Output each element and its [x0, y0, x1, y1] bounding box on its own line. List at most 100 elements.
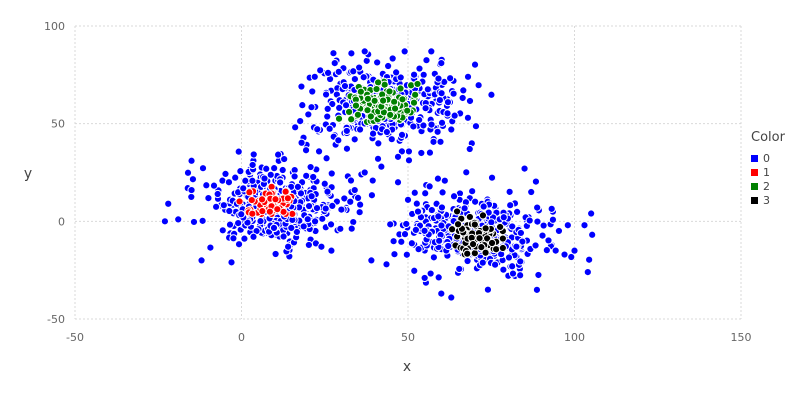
- point-color-1: [245, 188, 254, 197]
- point-color-1: [265, 207, 274, 216]
- point-color-3: [498, 234, 507, 243]
- x-tick-label: 100: [564, 331, 585, 344]
- point-color-0: [298, 101, 307, 110]
- point-color-0: [271, 249, 280, 259]
- point-color-0: [404, 156, 414, 165]
- point-color-0: [423, 85, 432, 94]
- point-color-0: [403, 195, 413, 204]
- legend-title: Color: [751, 130, 786, 145]
- point-color-0: [474, 81, 483, 90]
- point-color-0: [570, 246, 579, 255]
- point-color-0: [414, 245, 423, 254]
- point-color-0: [368, 129, 378, 138]
- point-color-0: [337, 205, 346, 214]
- point-color-3: [470, 220, 479, 229]
- point-color-2: [356, 87, 365, 96]
- point-color-0: [551, 246, 560, 255]
- legend-label-3: 3: [763, 194, 770, 207]
- point-color-0: [323, 68, 333, 77]
- point-color-0: [360, 168, 369, 177]
- point-color-0: [437, 118, 447, 127]
- point-color-0: [397, 147, 406, 156]
- point-color-0: [512, 207, 522, 217]
- point-color-0: [390, 250, 399, 259]
- point-color-0: [479, 202, 488, 211]
- point-color-0: [449, 192, 459, 201]
- point-color-0: [508, 262, 517, 271]
- point-color-0: [227, 258, 236, 267]
- point-color-0: [410, 266, 419, 275]
- point-color-0: [420, 273, 429, 283]
- point-color-0: [359, 73, 368, 82]
- point-color-2: [347, 115, 356, 124]
- point-color-0: [297, 138, 306, 147]
- point-color-0: [328, 201, 337, 210]
- point-color-0: [188, 175, 198, 184]
- point-color-0: [347, 49, 356, 58]
- point-color-0: [206, 243, 215, 252]
- point-color-0: [307, 192, 316, 201]
- point-color-0: [336, 224, 345, 233]
- point-color-0: [409, 70, 419, 79]
- point-color-0: [373, 154, 383, 163]
- point-color-2: [385, 87, 394, 96]
- point-color-0: [198, 164, 208, 173]
- point-color-0: [525, 216, 534, 225]
- point-color-0: [164, 199, 173, 208]
- point-color-2: [386, 110, 395, 119]
- point-color-0: [387, 135, 396, 144]
- point-color-0: [342, 126, 351, 136]
- point-color-0: [429, 253, 438, 262]
- grid: [74, 25, 742, 320]
- point-color-0: [460, 204, 469, 213]
- point-color-0: [542, 246, 551, 255]
- point-color-0: [397, 237, 406, 246]
- legend-label-0: 0: [763, 152, 770, 165]
- point-color-0: [342, 144, 352, 153]
- point-color-0: [400, 230, 410, 239]
- point-color-0: [470, 60, 480, 69]
- point-color-0: [310, 72, 319, 81]
- legend-swatch-2: [751, 183, 758, 190]
- point-color-0: [421, 189, 430, 198]
- point-color-0: [160, 217, 170, 226]
- point-color-0: [187, 156, 196, 165]
- point-color-0: [335, 103, 344, 112]
- point-color-0: [326, 220, 336, 229]
- point-color-0: [400, 47, 409, 56]
- point-color-0: [587, 209, 596, 218]
- point-color-0: [304, 201, 314, 211]
- point-color-0: [449, 89, 458, 98]
- point-color-0: [329, 49, 338, 58]
- point-color-0: [249, 232, 258, 241]
- point-color-0: [296, 189, 306, 198]
- point-color-2: [370, 96, 379, 105]
- point-color-0: [322, 154, 331, 163]
- point-color-0: [183, 168, 193, 177]
- x-tick-label: -50: [66, 331, 84, 344]
- point-color-3: [481, 248, 490, 257]
- point-color-0: [279, 232, 288, 241]
- point-color-0: [426, 269, 435, 278]
- point-color-0: [465, 96, 475, 106]
- point-color-0: [297, 82, 306, 91]
- point-color-0: [417, 148, 426, 158]
- point-color-2: [379, 96, 388, 105]
- point-color-0: [504, 253, 514, 262]
- point-color-3: [475, 234, 484, 243]
- point-color-0: [443, 109, 452, 118]
- point-color-0: [270, 164, 279, 173]
- point-color-0: [516, 257, 525, 266]
- point-color-0: [349, 67, 358, 76]
- legend-swatch-3: [751, 197, 758, 204]
- point-color-0: [327, 169, 336, 178]
- point-color-2: [390, 104, 400, 113]
- point-color-0: [516, 271, 525, 280]
- point-color-3: [452, 207, 462, 216]
- point-color-0: [299, 222, 308, 231]
- point-color-0: [212, 202, 221, 211]
- point-color-0: [413, 207, 423, 216]
- point-color-0: [425, 182, 434, 191]
- point-color-0: [276, 178, 285, 187]
